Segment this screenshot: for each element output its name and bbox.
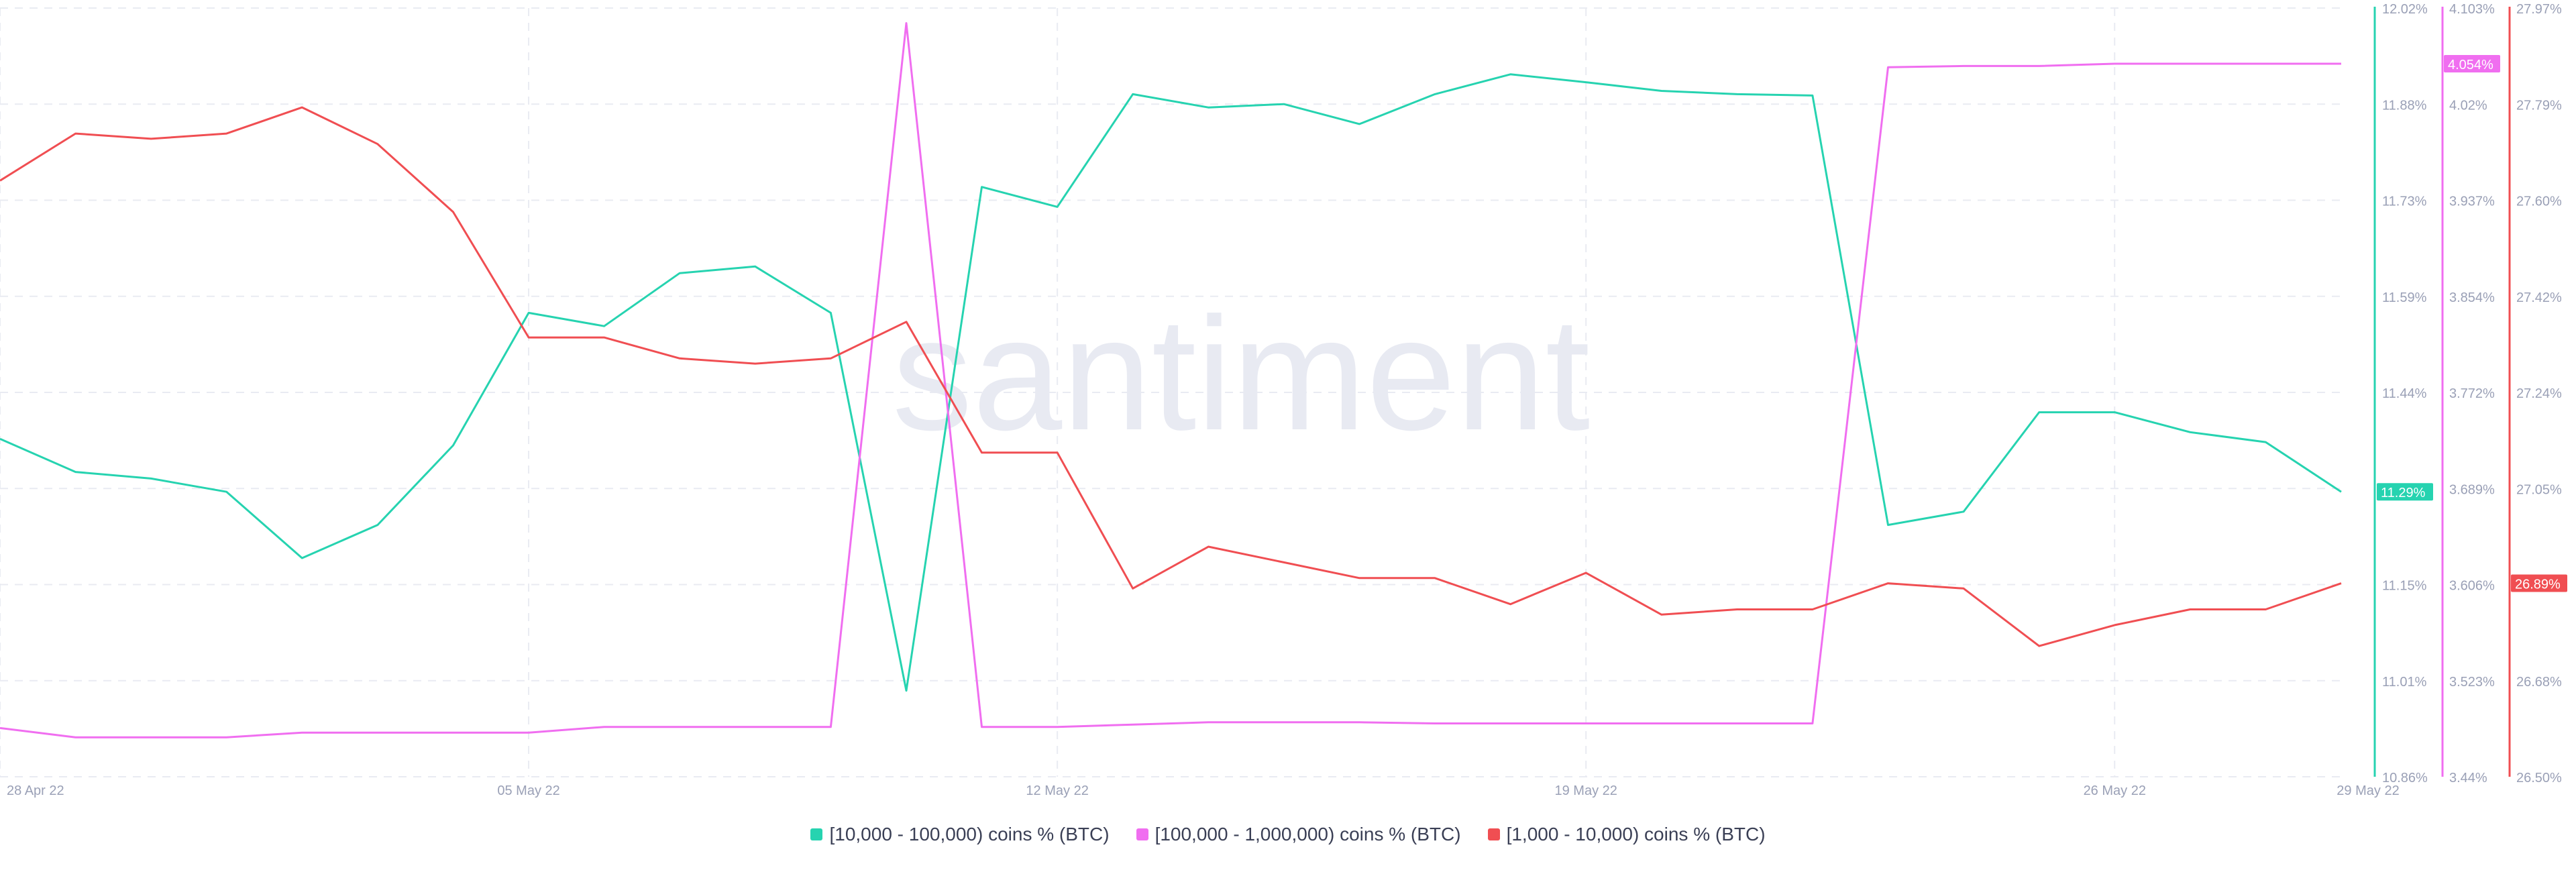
legend-item[interactable]: [100,000 - 1,000,000) coins % (BTC) — [1136, 824, 1461, 845]
y-axis-tick-label: 3.523% — [2449, 675, 2495, 690]
x-axis-tick-label: 26 May 22 — [2084, 783, 2146, 798]
legend: [10,000 - 100,000) coins % (BTC) [100,00… — [0, 824, 2576, 845]
y-axis-tick-label: 11.44% — [2382, 386, 2427, 401]
y-axis-tick-label: 3.854% — [2449, 290, 2495, 305]
grid-layer — [0, 7, 2341, 777]
legend-item[interactable]: [10,000 - 100,000) coins % (BTC) — [810, 824, 1110, 845]
legend-swatch — [810, 828, 823, 840]
y-axis-tick-label: 3.937% — [2449, 195, 2495, 209]
series-line — [0, 73, 2342, 692]
x-axis-tick-label: 28 Apr 22 — [7, 783, 64, 798]
legend-label: [100,000 - 1,000,000) coins % (BTC) — [1155, 824, 1461, 844]
legend-swatch — [1487, 828, 1500, 840]
last-value-text: 11.29% — [2381, 486, 2426, 500]
legend-item[interactable]: [1,000 - 10,000) coins % (BTC) — [1487, 824, 1766, 845]
y-axis-tick-label: 11.59% — [2382, 290, 2427, 305]
x-axis-tick-label: 12 May 22 — [1026, 783, 1088, 798]
legend-label: [1,000 - 10,000) coins % (BTC) — [1506, 824, 1766, 844]
last-value-labels: 11.29% 4.054% 26.89% — [2377, 54, 2567, 592]
y-axis-tick-label: 12.02% — [2382, 2, 2428, 17]
x-axis-tick-label: 19 May 22 — [1554, 783, 1617, 798]
last-value-badge — [2444, 54, 2500, 72]
y-axis-tick-label: 27.79% — [2516, 98, 2562, 113]
series-layer — [0, 22, 2342, 739]
last-value-text: 4.054% — [2448, 58, 2493, 72]
x-axis: 28 Apr 22 05 May 22 12 May 22 19 May 22 26 M… — [7, 783, 2400, 798]
y-axis-tick-label: 3.689% — [2449, 482, 2495, 497]
y-axis-tick-label: 27.60% — [2516, 195, 2562, 209]
y-axis-tick-label: 26.50% — [2516, 771, 2562, 785]
series-line — [0, 22, 2341, 739]
y-axis-tick-label: 11.01% — [2382, 675, 2427, 690]
x-axis-tick-label: 05 May 22 — [497, 783, 559, 798]
y-axis-tick-label: 11.73% — [2382, 195, 2427, 209]
x-axis-tick-label: 29 May 22 — [2337, 783, 2399, 798]
y-axis-tick-label: 10.86% — [2382, 771, 2428, 785]
y-axis-tick-label: 3.44% — [2449, 771, 2487, 785]
last-value-badge — [2377, 483, 2433, 501]
watermark: santiment — [892, 284, 1591, 464]
last-value-label: 4.054% — [2444, 54, 2500, 72]
y-axis-tick-label: 11.88% — [2382, 98, 2427, 113]
y-axis-tick-label: 11.15% — [2382, 579, 2427, 594]
legend-swatch — [1136, 828, 1148, 840]
axes-layer: 12.02% 11.88% 11.73% 11.59% 11.44% 11.29% 11.1… — [2373, 2, 2562, 785]
y-axis-tick-label: 27.05% — [2516, 482, 2562, 497]
y-axis-tick-label: 3.772% — [2449, 386, 2495, 401]
y-axis-tick-label: 3.606% — [2449, 579, 2495, 594]
last-value-label: 11.29% — [2377, 483, 2433, 501]
y-axis-tick-label: 27.42% — [2516, 290, 2562, 305]
y-axis-tick-label: 26.68% — [2516, 675, 2562, 690]
y-axis-tick-label: 4.103% — [2449, 2, 2495, 17]
last-value-badge — [2511, 574, 2567, 592]
last-value-label: 26.89% — [2511, 574, 2567, 592]
y-axis-tick-label: 27.24% — [2516, 386, 2562, 401]
legend-label: [10,000 - 100,000) coins % (BTC) — [829, 824, 1110, 844]
y-axis-tick-label: 4.02% — [2449, 98, 2487, 113]
last-value-text: 26.89% — [2515, 578, 2561, 592]
y-axis-tick-label: 27.97% — [2516, 2, 2562, 17]
series-line — [0, 106, 2342, 647]
